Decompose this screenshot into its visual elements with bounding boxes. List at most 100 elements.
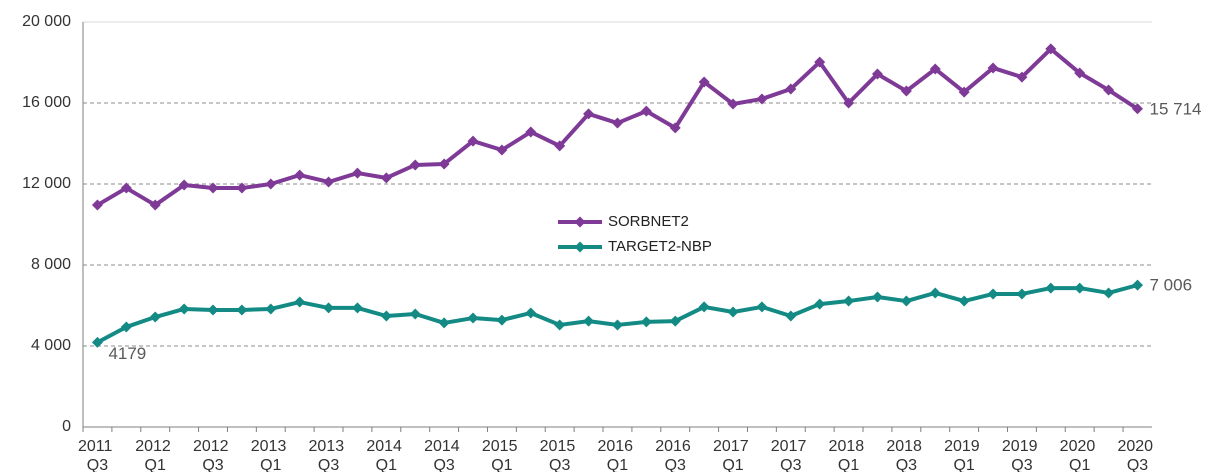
marker [351,167,363,179]
x-tick-label: 2014 Q3 [424,438,464,472]
marker [178,179,190,191]
marker [611,117,623,129]
marker [409,308,421,320]
y-tick-label: 8 000 [31,256,71,273]
marker [438,317,450,329]
x-tick-label: 2017 Q3 [771,438,811,472]
y-tick-label: 4 000 [31,337,71,354]
x-tick-label: 2019 Q1 [944,438,984,472]
marker [207,304,219,316]
marker [438,158,450,170]
marker [525,307,537,319]
marker [207,182,219,194]
x-tick-label: 2016 Q3 [655,438,695,472]
marker [323,176,335,188]
marker [871,68,883,80]
marker [843,97,855,109]
x-tick-label: 2018 Q3 [886,438,926,472]
marker [496,314,508,326]
marker [698,76,710,88]
marker [583,315,595,327]
marker [583,108,595,120]
marker [814,56,826,68]
marker [785,83,797,95]
marker [91,199,103,211]
marker [554,140,566,152]
series-line [96,283,1139,345]
marker [1103,287,1115,299]
marker [380,310,392,322]
x-tick-label: 2018 Q1 [829,438,869,472]
marker [756,93,768,105]
data-label: 7 006 [1149,276,1192,295]
marker [1016,288,1028,300]
marker [323,302,335,314]
x-tick-label: 2014 Q1 [366,438,406,472]
marker [380,172,392,184]
x-tick-label: 2015 Q3 [540,438,580,472]
marker [756,301,768,313]
marker [1131,103,1143,115]
x-tick-label: 2015 Q1 [482,438,522,472]
marker [1074,67,1086,79]
y-tick-label: 20 000 [22,13,71,30]
marker [525,126,537,138]
y-tick-label: 12 000 [22,175,71,192]
legend-label: SORBNET2 [608,213,689,230]
marker [698,301,710,313]
marker [900,85,912,97]
marker [236,182,248,194]
marker [1103,84,1115,96]
marker [929,287,941,299]
marker [467,135,479,147]
marker [91,336,103,348]
marker [785,310,797,322]
x-tick-label: 2017 Q1 [713,438,753,472]
x-tick-label: 2013 Q3 [309,438,349,472]
marker [640,105,652,117]
data-label: 4179 [108,344,146,363]
marker [120,321,132,333]
marker [1074,282,1086,294]
marker [1016,71,1028,83]
y-tick-label: 16 000 [22,94,71,111]
marker [1045,282,1057,294]
marker [120,182,132,194]
x-tick-label: 2020 Q3 [1117,438,1157,472]
marker [351,302,363,314]
marker [669,122,681,134]
marker [265,303,277,315]
marker [669,315,681,327]
marker [294,296,306,308]
marker [929,63,941,75]
marker [554,319,566,331]
x-tick-label: 2013 Q1 [251,438,291,472]
x-tick-label: 2012 Q3 [193,438,233,472]
y-tick-label: 0 [62,418,71,435]
marker [149,311,161,323]
marker [958,295,970,307]
marker [1045,43,1057,55]
marker [727,306,739,318]
marker [409,159,421,171]
x-tick-label: 2012 Q1 [135,438,175,472]
legend-label: TARGET2-NBP [608,238,712,255]
x-tick-label: 2019 Q3 [1002,438,1042,472]
marker [814,298,826,310]
x-tick-label: 2020 Q1 [1060,438,1100,472]
marker [294,169,306,181]
marker [900,295,912,307]
x-tick-label: 2011 Q3 [78,438,117,472]
marker [236,304,248,316]
marker [496,144,508,156]
legend-marker [574,216,586,228]
marker [871,291,883,303]
marker [467,312,479,324]
legend-marker [574,241,586,253]
marker [1131,279,1143,291]
marker [987,288,999,300]
marker [987,62,999,74]
marker [149,199,161,211]
marker [640,316,652,328]
